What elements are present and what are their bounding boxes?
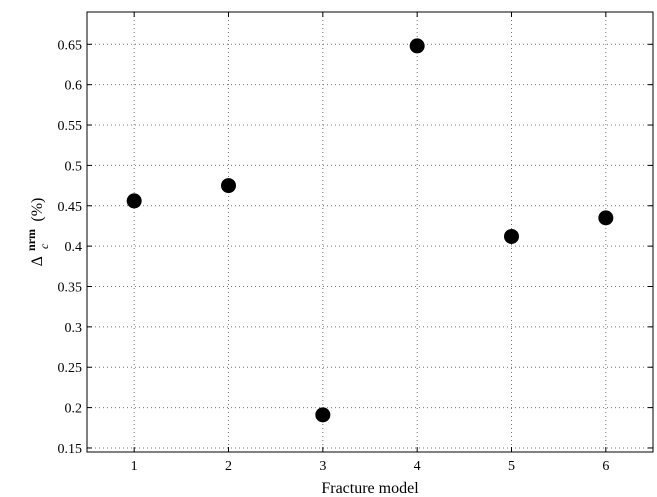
data-point xyxy=(504,228,519,244)
data-points xyxy=(126,38,614,423)
y-tick-label: 0.5 xyxy=(65,159,83,174)
y-axis-title-superscript: nrm xyxy=(24,229,38,251)
y-tick-label: 0.35 xyxy=(58,280,83,295)
y-tick-label: 0.15 xyxy=(58,442,83,457)
data-point xyxy=(315,407,331,423)
x-tick-label: 4 xyxy=(414,459,421,474)
data-point xyxy=(126,193,142,209)
y-tick-label: 0.25 xyxy=(58,361,83,376)
y-tick-label: 0.3 xyxy=(65,321,83,336)
grid xyxy=(87,12,653,452)
y-axis-title-unit: (%) xyxy=(29,198,46,222)
data-point xyxy=(221,178,236,194)
y-tick-label: 0.2 xyxy=(65,402,83,417)
y-tick-label: 0.65 xyxy=(58,38,83,53)
data-point xyxy=(409,38,425,54)
ticks: 1 2 3 4 5 6 0.15 0.2 0.25 0.3 0.35 0.4 0.45 0.5 0.55 0.… xyxy=(58,12,653,474)
y-axis-title-base: Δ xyxy=(29,256,46,266)
y-tick-label: 0.4 xyxy=(65,240,83,255)
y-tick-label: 0.45 xyxy=(58,200,83,215)
y-tick-label: 0.55 xyxy=(58,119,83,134)
y-axis-title-subscript: c xyxy=(37,243,51,249)
plot-area-frame xyxy=(86,11,654,453)
x-tick-label: 3 xyxy=(319,459,326,474)
x-axis-title: Fracture model xyxy=(321,480,419,497)
y-axis-title: Δ nrm c (%) xyxy=(22,198,52,267)
x-tick-label: 6 xyxy=(602,459,609,474)
x-tick-label: 5 xyxy=(508,459,515,474)
y-tick-label: 0.6 xyxy=(65,79,83,94)
data-point xyxy=(598,210,614,226)
x-tick-label: 2 xyxy=(225,459,232,474)
x-tick-label: 1 xyxy=(131,459,138,474)
